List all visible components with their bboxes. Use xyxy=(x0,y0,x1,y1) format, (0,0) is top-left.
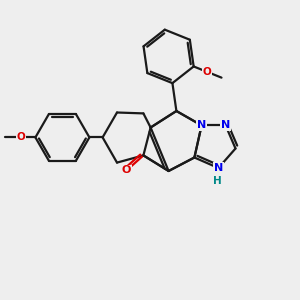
Text: O: O xyxy=(202,67,211,77)
Text: N: N xyxy=(214,163,223,173)
Text: H: H xyxy=(212,176,221,186)
Text: N: N xyxy=(197,120,206,130)
Text: N: N xyxy=(221,120,230,130)
Text: O: O xyxy=(122,165,131,176)
Text: O: O xyxy=(16,132,26,142)
